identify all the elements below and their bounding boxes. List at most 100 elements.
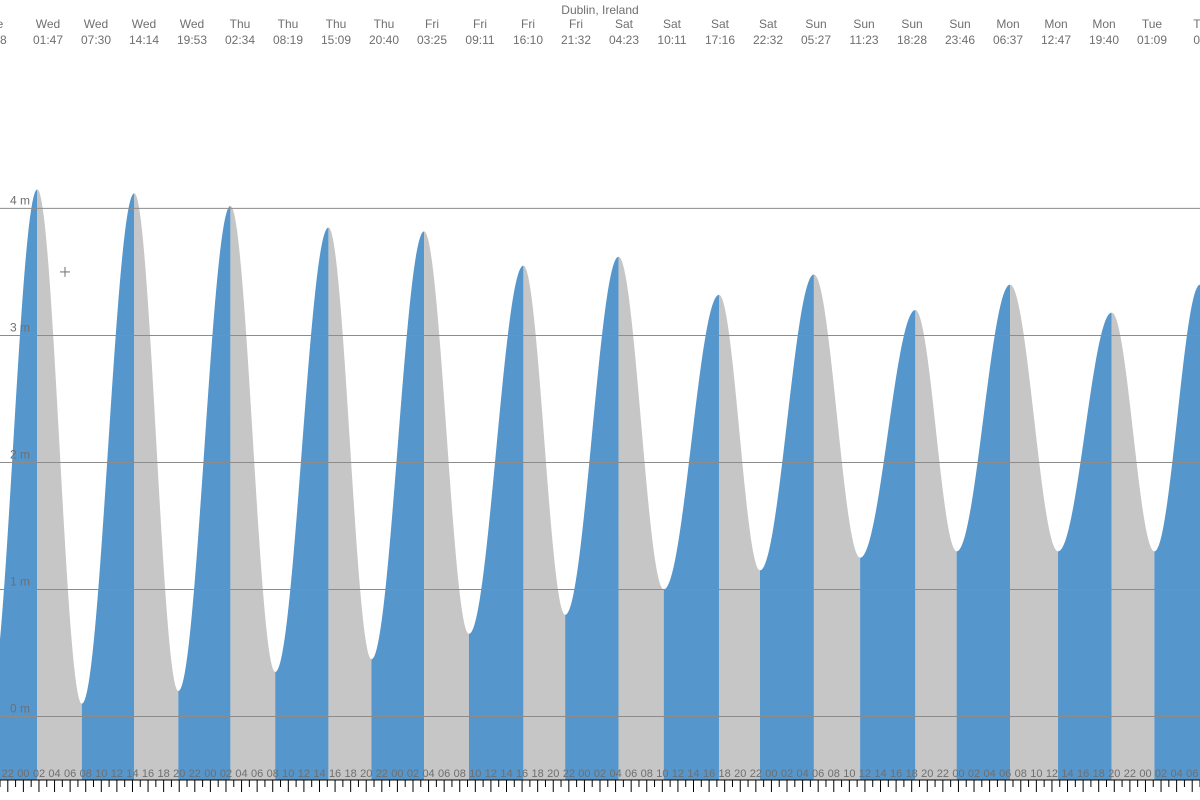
svg-text:16: 16 bbox=[329, 768, 341, 780]
svg-text:04: 04 bbox=[796, 768, 808, 780]
svg-text:00: 00 bbox=[204, 768, 216, 780]
tide-segment bbox=[328, 227, 371, 780]
svg-text:09:11: 09:11 bbox=[465, 33, 494, 47]
svg-text:06: 06 bbox=[438, 768, 450, 780]
svg-text:2 m: 2 m bbox=[10, 447, 30, 461]
svg-text:22: 22 bbox=[376, 768, 388, 780]
svg-text:02: 02 bbox=[407, 768, 419, 780]
svg-text:08: 08 bbox=[0, 33, 7, 47]
svg-text:19:40: 19:40 bbox=[1089, 33, 1119, 47]
svg-text:04: 04 bbox=[609, 768, 621, 780]
svg-text:10: 10 bbox=[843, 768, 855, 780]
svg-text:20: 20 bbox=[734, 768, 746, 780]
svg-text:Sun: Sun bbox=[949, 17, 970, 31]
svg-text:Wed: Wed bbox=[132, 17, 156, 31]
tide-segment bbox=[814, 274, 860, 780]
svg-text:Thu: Thu bbox=[374, 17, 395, 31]
svg-text:02: 02 bbox=[781, 768, 793, 780]
svg-text:14: 14 bbox=[313, 768, 325, 780]
svg-text:14: 14 bbox=[500, 768, 512, 780]
tide-segment bbox=[1058, 313, 1112, 780]
svg-text:Thu: Thu bbox=[230, 17, 251, 31]
svg-text:22: 22 bbox=[937, 768, 949, 780]
svg-text:06: 06 bbox=[999, 768, 1011, 780]
svg-text:Mon: Mon bbox=[1044, 17, 1067, 31]
tide-segment bbox=[523, 266, 565, 780]
svg-text:05:27: 05:27 bbox=[801, 33, 831, 47]
svg-text:Fri: Fri bbox=[473, 17, 487, 31]
svg-text:22: 22 bbox=[563, 768, 575, 780]
tide-segment bbox=[469, 266, 523, 780]
svg-text:Wed: Wed bbox=[36, 17, 60, 31]
svg-text:02: 02 bbox=[594, 768, 606, 780]
svg-text:Tue: Tue bbox=[1142, 17, 1163, 31]
svg-text:16: 16 bbox=[1077, 768, 1089, 780]
svg-text:Tu: Tu bbox=[1193, 17, 1200, 31]
svg-text:3 m: 3 m bbox=[10, 320, 30, 334]
svg-text:04: 04 bbox=[235, 768, 247, 780]
svg-text:02: 02 bbox=[220, 768, 232, 780]
svg-text:1 m: 1 m bbox=[10, 574, 30, 588]
svg-text:20: 20 bbox=[921, 768, 933, 780]
svg-text:02: 02 bbox=[1155, 768, 1167, 780]
svg-text:16: 16 bbox=[142, 768, 154, 780]
svg-text:16:10: 16:10 bbox=[513, 33, 543, 47]
svg-text:06: 06 bbox=[251, 768, 263, 780]
tide-segment bbox=[1010, 285, 1058, 780]
svg-text:18: 18 bbox=[906, 768, 918, 780]
svg-text:15:09: 15:09 bbox=[321, 33, 351, 47]
svg-text:16: 16 bbox=[516, 768, 528, 780]
svg-text:08: 08 bbox=[80, 768, 92, 780]
svg-text:18: 18 bbox=[158, 768, 170, 780]
svg-text:00: 00 bbox=[952, 768, 964, 780]
svg-text:08:19: 08:19 bbox=[273, 33, 303, 47]
svg-text:Thu: Thu bbox=[326, 17, 347, 31]
svg-text:19:53: 19:53 bbox=[177, 33, 207, 47]
tide-segment bbox=[957, 285, 1010, 780]
svg-text:Sat: Sat bbox=[759, 17, 778, 31]
svg-text:Fri: Fri bbox=[569, 17, 583, 31]
svg-text:Wed: Wed bbox=[180, 17, 204, 31]
svg-text:10: 10 bbox=[95, 768, 107, 780]
tide-segment bbox=[134, 193, 178, 780]
svg-text:e: e bbox=[0, 17, 4, 31]
svg-text:06: 06 bbox=[812, 768, 824, 780]
svg-text:17:16: 17:16 bbox=[705, 33, 735, 47]
svg-text:06: 06 bbox=[625, 768, 637, 780]
svg-text:01:47: 01:47 bbox=[33, 33, 63, 47]
svg-text:14: 14 bbox=[1061, 768, 1073, 780]
tide-segment bbox=[178, 206, 230, 780]
svg-text:12: 12 bbox=[298, 768, 310, 780]
svg-text:08: 08 bbox=[828, 768, 840, 780]
svg-text:14: 14 bbox=[874, 768, 886, 780]
svg-text:4 m: 4 m bbox=[10, 193, 30, 207]
svg-text:00: 00 bbox=[391, 768, 403, 780]
tide-chart: 0 m1 m2 m3 m4 m2200020406081012141618202… bbox=[0, 0, 1200, 800]
svg-text:18: 18 bbox=[719, 768, 731, 780]
svg-text:12: 12 bbox=[859, 768, 871, 780]
svg-text:Dublin, Ireland: Dublin, Ireland bbox=[561, 3, 638, 17]
svg-text:08: 08 bbox=[454, 768, 466, 780]
svg-text:12: 12 bbox=[485, 768, 497, 780]
svg-text:00: 00 bbox=[17, 768, 29, 780]
svg-text:08: 08 bbox=[267, 768, 279, 780]
svg-text:Wed: Wed bbox=[84, 17, 108, 31]
svg-text:01:09: 01:09 bbox=[1137, 33, 1167, 47]
svg-text:18: 18 bbox=[532, 768, 544, 780]
svg-text:20: 20 bbox=[547, 768, 559, 780]
svg-text:16: 16 bbox=[890, 768, 902, 780]
svg-text:Thu: Thu bbox=[278, 17, 299, 31]
svg-text:10: 10 bbox=[469, 768, 481, 780]
svg-text:04: 04 bbox=[48, 768, 60, 780]
svg-text:Mon: Mon bbox=[996, 17, 1019, 31]
svg-text:18:28: 18:28 bbox=[897, 33, 927, 47]
svg-text:10: 10 bbox=[656, 768, 668, 780]
svg-text:21:32: 21:32 bbox=[561, 33, 591, 47]
svg-text:Fri: Fri bbox=[521, 17, 535, 31]
svg-text:06:37: 06:37 bbox=[993, 33, 1023, 47]
svg-text:Fri: Fri bbox=[425, 17, 439, 31]
svg-text:12:47: 12:47 bbox=[1041, 33, 1071, 47]
tide-segment bbox=[664, 295, 719, 780]
svg-text:22: 22 bbox=[2, 768, 14, 780]
svg-text:23:46: 23:46 bbox=[945, 33, 975, 47]
